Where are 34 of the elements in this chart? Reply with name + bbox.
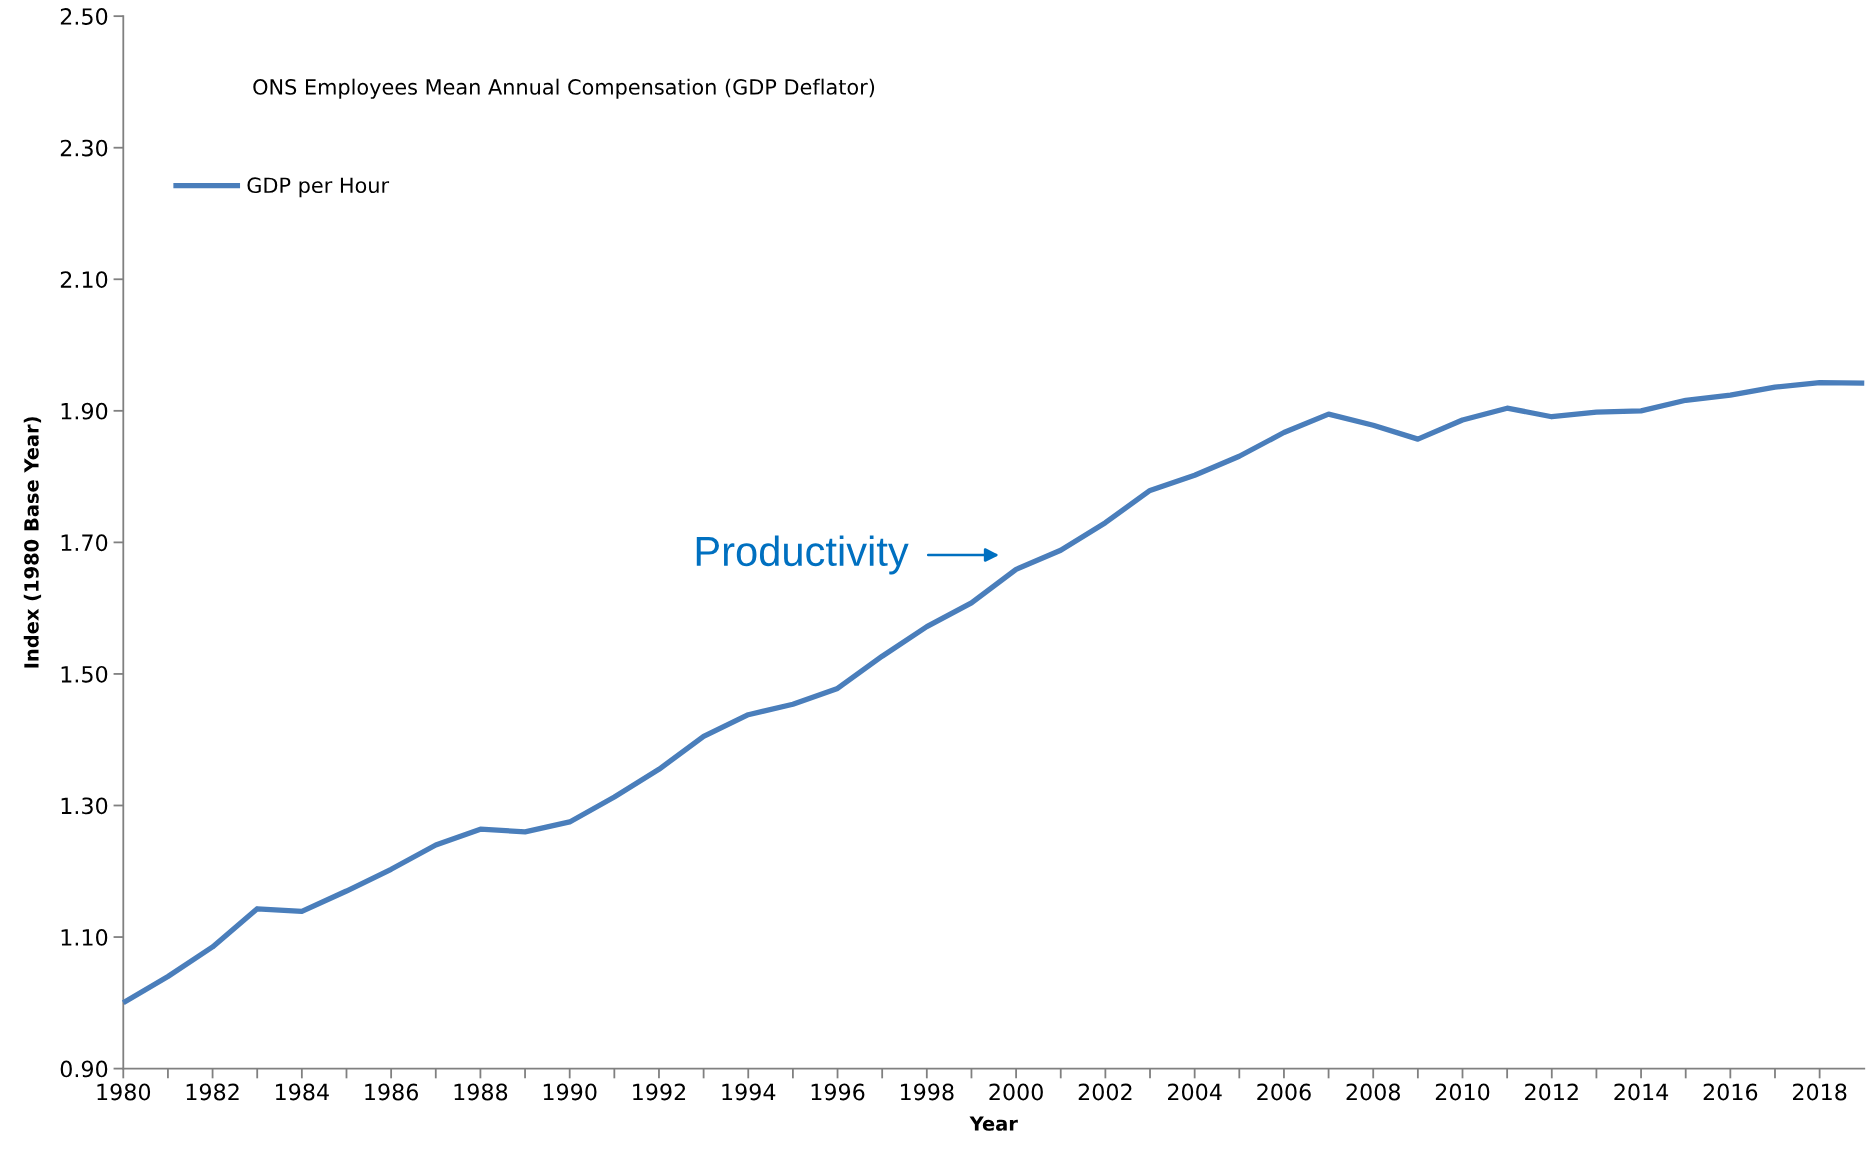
x-tick-label: 1984 bbox=[276, 1083, 329, 1101]
x-tick-label: 2014 bbox=[1614, 1083, 1669, 1101]
x-tick-label: 1982 bbox=[186, 1083, 239, 1101]
y-tick-label: 2.30 bbox=[60, 139, 108, 157]
x-tick-label: 2006 bbox=[1257, 1083, 1311, 1101]
x-tick-label: 1986 bbox=[365, 1083, 419, 1101]
legend-label: GDP per Hour bbox=[247, 177, 390, 198]
x-tick-label: 1992 bbox=[633, 1083, 686, 1101]
x-tick-label: 2012 bbox=[1525, 1083, 1578, 1101]
x-tick-label: 1994 bbox=[722, 1083, 776, 1101]
annotation: Productivity bbox=[696, 535, 909, 575]
x-tick-label: 2018 bbox=[1792, 1083, 1847, 1101]
x-tick-label: 2004 bbox=[1168, 1083, 1222, 1101]
x-tick-label: 2008 bbox=[1346, 1083, 1400, 1101]
y-tick-label: 2.50 bbox=[60, 8, 108, 25]
x-tick-label: 2016 bbox=[1703, 1083, 1758, 1101]
x-tick-label: 1996 bbox=[811, 1083, 865, 1101]
x-tick-label: 1980 bbox=[97, 1083, 151, 1101]
y-tick-label: 1.90 bbox=[61, 402, 108, 420]
x-tick-label: 2002 bbox=[1078, 1083, 1132, 1101]
x-tick-label: 1990 bbox=[543, 1083, 597, 1101]
y-tick-label: 0.90 bbox=[60, 1060, 108, 1078]
x-tick-label: 1988 bbox=[454, 1083, 508, 1101]
x-axis-title: Year bbox=[969, 1116, 1018, 1131]
y-tick-label: 1.10 bbox=[61, 929, 108, 946]
y-tick-label: 1.30 bbox=[61, 797, 108, 815]
x-tick-label: 2000 bbox=[989, 1083, 1043, 1101]
x-tick-label: 2010 bbox=[1435, 1083, 1490, 1101]
x-tick-label: 1998 bbox=[900, 1083, 954, 1101]
y-tick-label: 2.10 bbox=[60, 271, 108, 289]
annotation: ONS Employees Mean Annual Compensation (GDP Deflator) bbox=[253, 78, 875, 99]
y-tick-label: 1.70 bbox=[61, 534, 108, 552]
y-axis-title: Index (1980 Base Year) bbox=[23, 417, 42, 668]
y-tick-label: 1.50 bbox=[61, 665, 108, 683]
